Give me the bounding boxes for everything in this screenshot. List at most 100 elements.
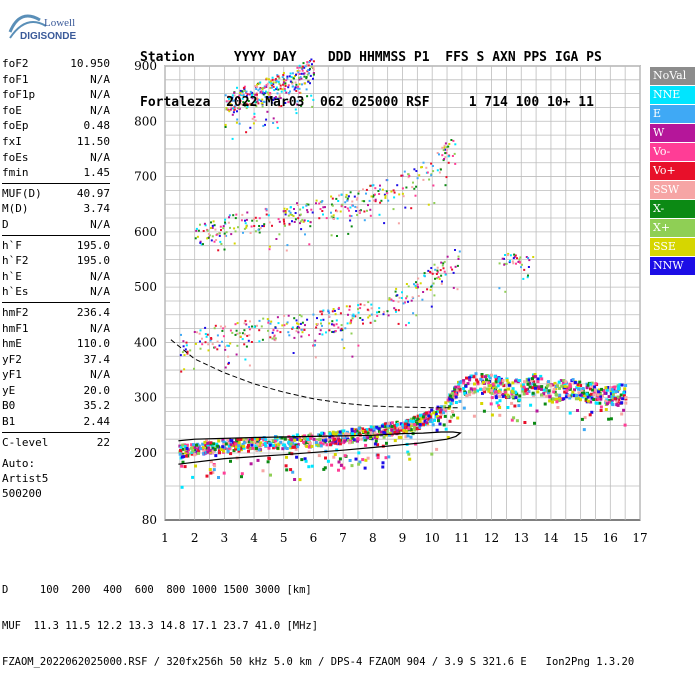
echo-point [409, 417, 413, 421]
echo-point [494, 378, 498, 382]
echo-point [438, 171, 441, 174]
echo-point [517, 404, 521, 408]
echo-point [271, 331, 274, 334]
echo-point [251, 93, 254, 96]
echo-point [241, 97, 244, 100]
echo-point [355, 210, 358, 212]
echo-point [390, 298, 393, 301]
echo-point [320, 313, 323, 316]
echo-point [393, 196, 396, 199]
echo-point [521, 383, 525, 387]
echo-point [317, 444, 320, 448]
echo-point [270, 86, 273, 89]
echo-point [275, 437, 279, 440]
echo-point [320, 322, 322, 325]
echo-point [227, 361, 230, 364]
echo-point [197, 449, 201, 453]
echo-point [441, 280, 443, 283]
echo-point [222, 440, 226, 444]
echo-point [338, 430, 342, 434]
echo-point [241, 90, 244, 93]
echo-point [452, 413, 455, 417]
echo-point [430, 305, 433, 308]
echo-point [278, 77, 281, 80]
echo-point [334, 313, 337, 316]
echo-point [536, 377, 540, 381]
auto-line3: 500200 [2, 487, 42, 501]
echo-point [302, 206, 305, 209]
echo-point [259, 441, 263, 445]
echo-point [548, 395, 552, 399]
echo-point [302, 440, 306, 444]
echo-point [375, 425, 379, 429]
echo-point [242, 446, 246, 450]
x-tick-label: 2 [191, 531, 199, 545]
echo-point [503, 263, 506, 266]
echo-point [500, 382, 504, 386]
echo-point [338, 457, 342, 461]
echo-point [283, 446, 287, 450]
param-row: hmF2 236.4 [2, 305, 110, 321]
echo-point [518, 258, 521, 261]
echo-point [296, 204, 299, 206]
echo-point [406, 434, 410, 438]
echo-point [272, 446, 276, 450]
y-tick-label: 900 [134, 59, 157, 73]
echo-point [382, 310, 385, 313]
echo-point [465, 394, 469, 398]
echo-point [344, 206, 347, 208]
echo-point [378, 307, 381, 310]
echo-point [194, 464, 197, 468]
legend-e: E [650, 105, 695, 123]
echo-point [347, 432, 351, 436]
echo-point [298, 326, 301, 329]
echo-point [236, 344, 239, 347]
echo-point [199, 329, 202, 332]
echo-point [213, 464, 217, 468]
echo-point [448, 419, 452, 423]
echo-point [396, 426, 400, 430]
echo-point [215, 233, 218, 236]
echo-point [227, 446, 231, 450]
echo-point [364, 443, 368, 447]
echo-point [447, 161, 450, 164]
echo-point [354, 205, 357, 208]
echo-point [331, 310, 334, 313]
param-row: yE 20.0 [2, 383, 110, 399]
echo-point [315, 323, 318, 326]
echo-point [248, 334, 251, 337]
footer-file-info: FZAOM_2022062025000.RSF / 320fx256h 50 k… [2, 656, 635, 668]
x-tick-label: 5 [280, 531, 288, 545]
echo-point [589, 382, 593, 386]
echo-point [390, 421, 394, 425]
echo-point [254, 216, 257, 219]
echo-point [314, 356, 317, 359]
echo-point [271, 84, 273, 87]
echo-point [584, 397, 588, 401]
echo-point [430, 162, 433, 165]
echo-point [193, 446, 197, 450]
echo-point [363, 466, 367, 470]
echo-point [438, 422, 442, 426]
param-value: 20.0 [83, 383, 111, 397]
param-value: 37.4 [83, 352, 111, 366]
echo-point [241, 213, 244, 216]
echo-point [338, 194, 341, 197]
echo-point [224, 442, 228, 446]
echo-point [392, 299, 395, 302]
echo-point [442, 423, 446, 427]
echo-point [179, 449, 182, 452]
y-tick-label: 200 [134, 446, 157, 460]
echo-point [331, 431, 335, 435]
echo-point [434, 413, 438, 416]
echo-point [240, 94, 243, 97]
echo-point [219, 225, 222, 228]
echo-point [281, 324, 284, 327]
echo-point [283, 437, 287, 441]
echo-point [197, 451, 200, 455]
echo-point [259, 436, 263, 440]
echo-point [242, 231, 244, 234]
echo-point [304, 82, 307, 85]
echo-point [341, 431, 345, 435]
echo-point [190, 452, 194, 456]
